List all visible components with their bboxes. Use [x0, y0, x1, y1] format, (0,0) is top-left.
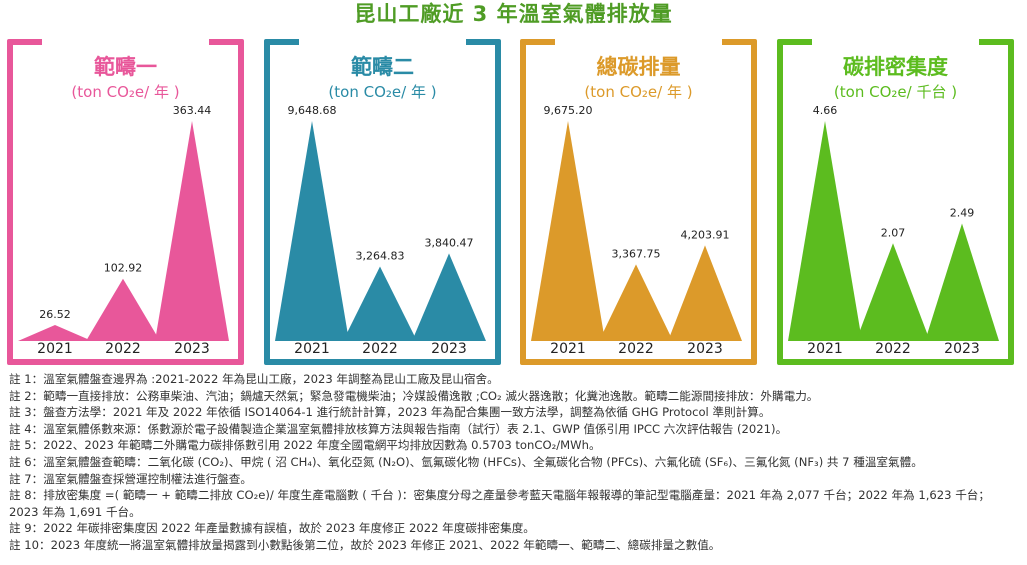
footnote-text: 2022 年碳排密集度因 2022 年產量數據有誤植，故於 2023 年度修正 … [43, 521, 535, 536]
x-tick-label: 2022 [618, 341, 654, 357]
chart-scope-1: 26.52 2021 102.92 2022 363.44 2023 [18, 104, 229, 357]
footnote-key: 註 8： [9, 488, 44, 503]
bar-2023 [412, 253, 486, 341]
footnote-key: 註 3： [9, 405, 44, 420]
data-label: 102.92 [104, 262, 143, 275]
footnote-key: 註 4： [9, 421, 44, 436]
panel-unit: (ton CO₂e/ 千台 ) [833, 83, 958, 101]
footnote-text: 溫室氣體盤查採營運控制權法進行盤查。 [43, 471, 252, 486]
panel-unit: (ton CO₂e/ 年 ) [328, 83, 437, 101]
data-label: 3,264.83 [356, 250, 405, 263]
footnote: 註 5：2022、2023 年範疇二外購電力碳排係數引用 2022 年度全國電網… [9, 437, 1019, 454]
panel-unit: (ton CO₂e/ 年 ) [71, 83, 180, 101]
data-label: 3,840.47 [425, 236, 474, 249]
x-tick-label: 2022 [875, 341, 911, 357]
bar-2022 [599, 264, 673, 341]
bar-2021 [531, 121, 605, 341]
data-label: 4,203.91 [681, 228, 730, 241]
bar-2021 [275, 121, 349, 341]
panel-total-emissions: 總碳排量 (ton CO₂e/ 年 ) 9,675.20 2021 3,367.75… [520, 39, 757, 365]
x-tick-label: 2023 [687, 341, 723, 357]
panel-scope-2: 範疇二 (ton CO₂e/ 年 ) 9,648.68 2021 3,264.83 2… [264, 39, 501, 365]
x-tick-label: 2022 [105, 341, 141, 357]
bar-2023 [925, 223, 999, 341]
x-tick-label: 2021 [37, 341, 73, 357]
footnote-text: 溫室氣體盤查邊界為 :2021-2022 年為昆山工廠，2023 年調整為昆山工… [43, 372, 499, 386]
bar-2022 [343, 266, 417, 341]
panel-title: 範疇一 [94, 55, 157, 79]
data-label: 2.07 [881, 226, 906, 239]
page-title: 昆山工廠近 3 年溫室氣體排放量 [354, 2, 673, 26]
footnote-text: 盤查方法學：2021 年及 2022 年依循 ISO14064-1 進行統計計算… [43, 405, 771, 420]
bar-2023 [155, 121, 229, 341]
data-label: 9,675.20 [544, 104, 593, 117]
footnote-key: 註 5： [9, 438, 44, 453]
footnote: 註 3：盤查方法學：2021 年及 2022 年依循 ISO14064-1 進行… [9, 404, 1019, 421]
bar-2022 [856, 243, 930, 341]
footnote-text: 溫室氣體盤查範疇：二氧化碳 (CO₂)、甲烷 ( 沼 CH₄)、氧化亞氮 (N₂… [43, 454, 923, 469]
panel-carbon-intensity: 碳排密集度 (ton CO₂e/ 千台 ) 4.66 2021 2.07 2022 2.… [777, 39, 1014, 365]
panel-title: 碳排密集度 [843, 55, 948, 79]
x-tick-label: 2021 [550, 341, 586, 357]
panel-title: 範疇二 [351, 55, 414, 79]
footnote: 註 8：排放密集度 =( 範疇一 + 範疇二排放 CO₂e)/ 年度生產電腦數 … [9, 487, 1019, 520]
x-tick-label: 2021 [294, 341, 330, 357]
x-tick-label: 2023 [944, 341, 980, 357]
bar-2023 [668, 245, 742, 341]
data-label: 4.66 [813, 104, 838, 117]
x-tick-label: 2022 [362, 341, 398, 357]
footnote-text: 排放密集度 =( 範疇一 + 範疇二排放 CO₂e)/ 年度生產電腦數 ( 千台… [9, 488, 990, 519]
panel-unit: (ton CO₂e/ 年 ) [584, 83, 693, 101]
footnote-text: 2023 年度統一將溫室氣體排放量揭露到小數點後第二位，故於 2023 年修正 … [50, 537, 721, 552]
footnote-text: 範疇一直接排放：公務車柴油、汽油；鍋爐天然氣；緊急發電機柴油；冷媒設備逸散 ;C… [43, 388, 819, 403]
panel-scope-1: 範疇一 (ton CO₂e/ 年 ) 26.52 2021 102.92 2022 36… [7, 39, 244, 365]
data-label: 363.44 [173, 104, 212, 117]
footnote-text: 2022、2023 年範疇二外購電力碳排係數引用 2022 年度全國電網平均排放… [43, 438, 601, 453]
x-tick-label: 2021 [807, 341, 843, 357]
footnote-key: 註 9： [9, 521, 44, 536]
bar-2022 [86, 278, 160, 341]
footnote-text: 溫室氣體係數來源：係數源於電子設備製造企業溫室氣體排放核算方法與報告指南（試行）… [43, 421, 788, 436]
footnote-key: 註 7： [9, 471, 44, 486]
data-label: 2.49 [950, 206, 975, 219]
data-label: 3,367.75 [612, 247, 661, 260]
panel-title: 總碳排量 [596, 55, 681, 79]
footnote: 註 7：溫室氣體盤查採營運控制權法進行盤查。 [9, 471, 1019, 488]
footnote-key: 註 1： [9, 372, 44, 386]
chart-carbon-intensity: 4.66 2021 2.07 2022 2.49 2023 [788, 104, 999, 357]
x-tick-label: 2023 [431, 341, 467, 357]
chart-scope-2: 9,648.68 2021 3,264.83 2022 3,840.47 2023 [275, 104, 486, 357]
footnote-key: 註 2： [9, 388, 44, 403]
chart-total-emissions: 9,675.20 2021 3,367.75 2022 4,203.91 2023 [531, 104, 742, 357]
x-tick-label: 2023 [174, 341, 210, 357]
footnote-key: 註 10： [9, 537, 51, 552]
footnote: 註 4：溫室氣體係數來源：係數源於電子設備製造企業溫室氣體排放核算方法與報告指南… [9, 421, 1019, 438]
footnote: 註 1：溫室氣體盤查邊界為 :2021-2022 年為昆山工廠，2023 年調整… [9, 371, 1019, 388]
footnote: 註 9：2022 年碳排密集度因 2022 年產量數據有誤植，故於 2023 年… [9, 520, 1019, 537]
footnote-key: 註 6： [9, 454, 44, 469]
footnote: 註 2：範疇一直接排放：公務車柴油、汽油；鍋爐天然氣；緊急發電機柴油；冷媒設備逸… [9, 388, 1019, 405]
data-label: 26.52 [39, 308, 71, 321]
bar-2021 [18, 324, 92, 341]
footnote: 註 6：溫室氣體盤查範疇：二氧化碳 (CO₂)、甲烷 ( 沼 CH₄)、氧化亞氮… [9, 454, 1019, 471]
footnote: 註 10：2023 年度統一將溫室氣體排放量揭露到小數點後第二位，故於 2023… [9, 537, 1019, 554]
bar-2021 [788, 121, 862, 341]
footnotes: 註 1：溫室氣體盤查邊界為 :2021-2022 年為昆山工廠，2023 年調整… [9, 371, 1019, 554]
data-label: 9,648.68 [288, 104, 337, 117]
